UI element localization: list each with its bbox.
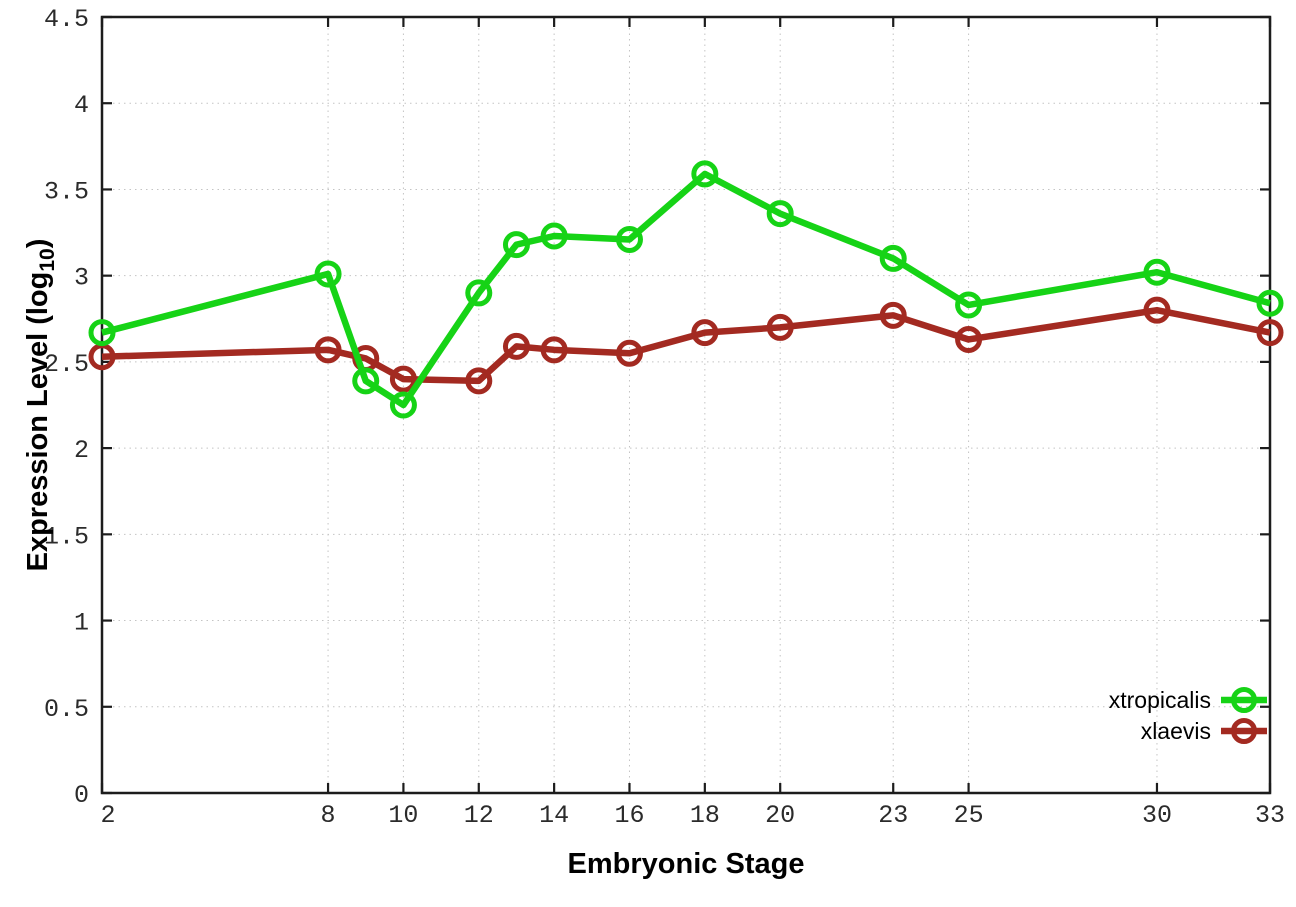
y-tick-label: 1.5 bbox=[44, 522, 89, 551]
data-point-xtropicalis bbox=[766, 200, 794, 228]
y-tick-label: 3.5 bbox=[44, 177, 89, 206]
legend-sample-xlaevis-icon bbox=[1221, 718, 1267, 744]
data-point-xtropicalis bbox=[88, 319, 116, 347]
data-point-xtropicalis bbox=[540, 222, 568, 250]
y-tick-label: 4 bbox=[74, 91, 89, 120]
legend-sample-xtropicalis-icon bbox=[1221, 687, 1267, 713]
data-point-xtropicalis bbox=[389, 391, 417, 419]
legend-label-xlaevis: xlaevis bbox=[1140, 717, 1211, 744]
data-point-xlaevis bbox=[1256, 319, 1284, 347]
series-line-xlaevis bbox=[101, 306, 1271, 385]
data-point-xtropicalis bbox=[314, 260, 342, 288]
data-point-xtropicalis bbox=[465, 279, 493, 307]
data-point-xtropicalis bbox=[1143, 258, 1171, 286]
y-axis-title-close: ) bbox=[22, 238, 54, 249]
plot-border bbox=[100, 15, 1272, 795]
legend-entry-xtropicalis: xtropicalis bbox=[1109, 686, 1268, 714]
data-point-xlaevis bbox=[314, 336, 342, 364]
x-tick-label: 2 bbox=[100, 801, 115, 830]
x-tick-label: 33 bbox=[1255, 801, 1285, 830]
data-point-xlaevis bbox=[1143, 296, 1171, 324]
data-point-xtropicalis bbox=[615, 225, 643, 253]
x-tick-label: 10 bbox=[388, 801, 418, 830]
data-point-xlaevis bbox=[540, 336, 568, 364]
data-point-xtropicalis bbox=[352, 367, 380, 395]
data-point-xlaevis bbox=[766, 313, 794, 341]
y-tick-label: 2.5 bbox=[44, 350, 89, 379]
y-axis-title-subscript: 10 bbox=[35, 248, 59, 272]
y-axis-title-text: Expression Level (log bbox=[22, 271, 54, 572]
data-point-xtropicalis bbox=[502, 231, 530, 259]
data-point-xlaevis bbox=[955, 325, 983, 353]
x-tick-label: 30 bbox=[1142, 801, 1172, 830]
data-point-xlaevis bbox=[502, 332, 530, 360]
series-line-xtropicalis bbox=[101, 170, 1271, 409]
data-point-xlaevis bbox=[465, 367, 493, 395]
x-tick-label: 8 bbox=[321, 801, 336, 830]
legend-label-xtropicalis: xtropicalis bbox=[1108, 686, 1211, 713]
y-tick-label: 4.5 bbox=[44, 5, 89, 34]
legend-entry-xlaevis: xlaevis bbox=[1141, 717, 1268, 745]
data-point-xtropicalis bbox=[955, 291, 983, 319]
data-point-xlaevis bbox=[389, 365, 417, 393]
y-tick-label: 0.5 bbox=[44, 695, 89, 724]
x-tick-label: 18 bbox=[690, 801, 720, 830]
y-tick-label: 2 bbox=[74, 436, 89, 465]
data-point-xtropicalis bbox=[879, 244, 907, 272]
x-tick-label: 25 bbox=[954, 801, 984, 830]
legend: xtropicalis xlaevis bbox=[1109, 686, 1268, 745]
data-point-xtropicalis bbox=[1256, 289, 1284, 317]
x-axis-title: Embryonic Stage bbox=[567, 848, 805, 880]
x-tick-label: 14 bbox=[539, 801, 569, 830]
y-tick-label: 1 bbox=[74, 609, 89, 638]
data-point-xlaevis bbox=[691, 319, 719, 347]
y-tick-label: 3 bbox=[74, 264, 89, 293]
y-tick-label: 0 bbox=[74, 781, 89, 810]
data-point-xlaevis bbox=[879, 301, 907, 329]
x-tick-label: 16 bbox=[614, 801, 644, 830]
data-point-xlaevis bbox=[615, 339, 643, 367]
data-point-xtropicalis bbox=[691, 160, 719, 188]
y-axis-title: Expression Level (log10) bbox=[22, 185, 62, 625]
x-tick-label: 20 bbox=[765, 801, 795, 830]
x-tick-label: 12 bbox=[464, 801, 494, 830]
x-tick-label: 23 bbox=[878, 801, 908, 830]
